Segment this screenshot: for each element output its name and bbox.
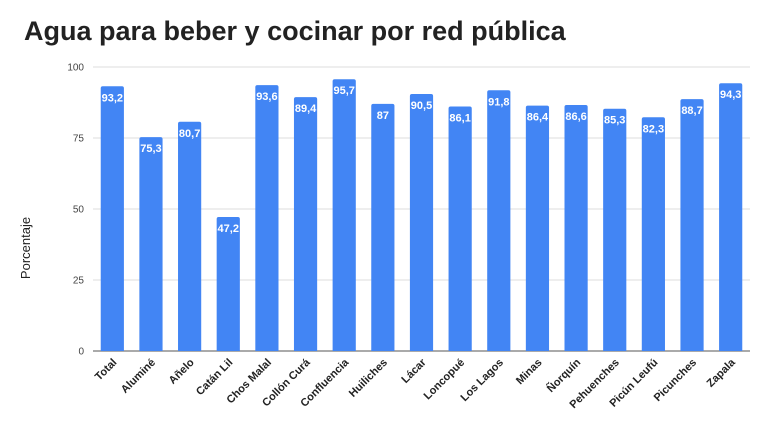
data-labels: 93,2 75,3 80,7 47,2 93,6 89,4 95,7 87 90,5 86,1 91… <box>102 85 742 235</box>
data-label: 75,3 <box>140 143 161 155</box>
y-tick-label: 0 <box>78 347 84 358</box>
bar <box>564 105 588 351</box>
data-label: 93,2 <box>102 92 123 104</box>
data-label: 95,7 <box>333 85 354 97</box>
data-label: 87 <box>377 110 389 122</box>
bar <box>178 121 202 351</box>
bar <box>680 99 704 351</box>
y-tick-label: 100 <box>67 63 84 74</box>
bar <box>641 117 665 351</box>
bar <box>719 83 743 352</box>
data-label: 80,7 <box>179 128 200 140</box>
data-label: 91,8 <box>488 96 509 108</box>
bar <box>332 79 356 351</box>
data-label: 86,1 <box>449 112 470 124</box>
x-tick-label: Total <box>93 357 119 383</box>
bars <box>100 79 743 352</box>
data-label: 90,5 <box>411 100 432 112</box>
y-axis-ticks: 0 25 50 75 100 <box>67 63 84 358</box>
bar <box>216 216 240 351</box>
x-tick-label: Añelo <box>167 356 197 386</box>
bar <box>487 90 511 352</box>
data-label: 88,7 <box>681 105 702 117</box>
x-tick-label: Minas <box>514 357 545 388</box>
y-tick-label: 25 <box>73 276 85 287</box>
data-label: 82,3 <box>643 123 664 135</box>
data-label: 93,6 <box>256 91 277 103</box>
bar <box>293 97 318 351</box>
bar <box>371 103 395 351</box>
data-label: 85,3 <box>604 115 625 127</box>
data-label: 89,4 <box>295 103 317 115</box>
y-tick-label: 50 <box>73 205 85 216</box>
y-tick-label: 75 <box>73 134 85 145</box>
bar <box>100 86 124 351</box>
bar <box>139 137 163 351</box>
bar <box>409 93 434 351</box>
x-tick-label: Zapala <box>705 356 739 390</box>
bar <box>525 105 550 352</box>
data-label: 94,3 <box>720 89 741 101</box>
bar <box>255 85 279 352</box>
data-label: 86,6 <box>565 111 586 123</box>
x-tick-label: Lácar <box>399 356 429 386</box>
x-tick-label: Ñorquín <box>544 356 583 395</box>
x-tick-label: Aluminé <box>119 357 158 396</box>
bar <box>603 108 627 351</box>
bar <box>448 106 472 351</box>
x-tick-label: Huiliches <box>347 357 390 400</box>
data-label: 86,4 <box>527 112 549 124</box>
chart-title: Agua para beber y cocinar por red públic… <box>24 16 566 46</box>
data-label: 47,2 <box>218 223 239 235</box>
